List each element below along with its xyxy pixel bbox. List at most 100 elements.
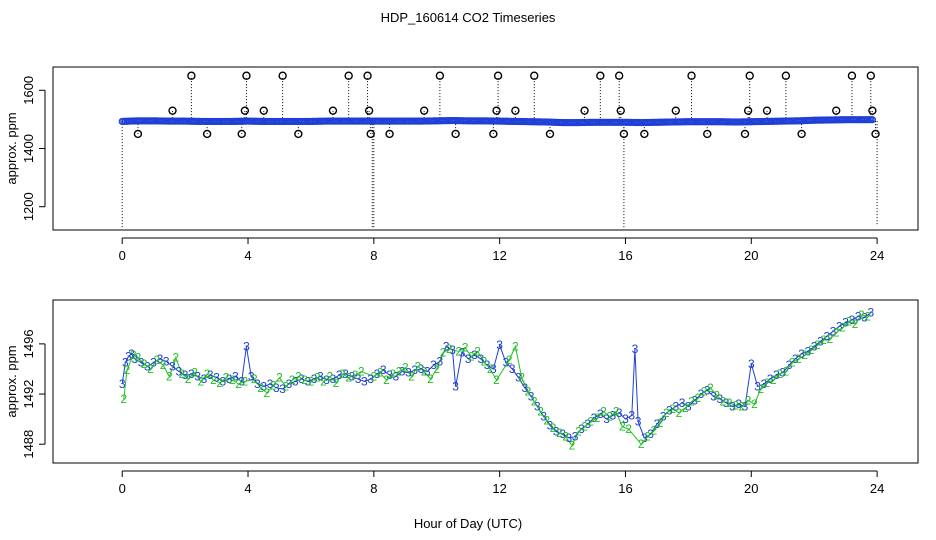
series-3-point: 3 xyxy=(490,362,497,376)
series-3-point: 3 xyxy=(144,359,151,373)
series-2-point: 2 xyxy=(320,375,327,389)
series-2-point: 2 xyxy=(852,317,859,331)
outlier-point xyxy=(781,71,791,80)
series-2-point: 2 xyxy=(669,402,676,416)
chart-title: HDP_160614 CO2 Timeseries xyxy=(381,10,556,25)
outlier-point xyxy=(240,106,250,115)
series-3-point: 3 xyxy=(672,400,679,414)
x-tick-label: 0 xyxy=(119,248,126,263)
series-3-point: 3 xyxy=(691,393,698,407)
series-2-point: 2 xyxy=(613,405,620,419)
outlier-point xyxy=(580,106,589,115)
x-tick-label: 24 xyxy=(870,481,884,496)
series-3-point: 3 xyxy=(194,369,201,383)
x-tick-label: 24 xyxy=(870,248,884,263)
series-3-point: 3 xyxy=(666,403,673,417)
series-3-point: 3 xyxy=(207,368,214,382)
series-3-point: 3 xyxy=(260,380,267,394)
series-3-point: 3 xyxy=(138,356,145,370)
series-3-point: 3 xyxy=(399,364,406,378)
series-2-point: 2 xyxy=(720,395,727,409)
outlier-point xyxy=(385,129,394,139)
series-3-point: 3 xyxy=(540,410,547,424)
series-2-point: 2 xyxy=(251,372,258,386)
series-2-point: 2 xyxy=(644,430,651,444)
series-3-point: 3 xyxy=(459,346,466,360)
y-tick-label: 1496 xyxy=(21,329,36,358)
outlier-point xyxy=(168,106,177,115)
series-2-point: 2 xyxy=(301,373,308,387)
series-2-point: 2 xyxy=(657,416,664,430)
series-2-point: 2 xyxy=(770,373,777,387)
series-3-point: 3 xyxy=(411,363,418,377)
series-3-point: 3 xyxy=(578,422,585,436)
series-2-point: 2 xyxy=(701,385,708,399)
outlier-point xyxy=(703,129,712,139)
x-tick-label: 4 xyxy=(244,248,251,263)
series-2-point: 2 xyxy=(370,369,377,383)
series-3-point: 3 xyxy=(748,357,755,371)
series-2-point: 2 xyxy=(694,391,701,405)
outlier-point xyxy=(202,129,212,139)
series-3-point: 3 xyxy=(811,339,818,353)
series-2-point: 2 xyxy=(383,373,390,387)
series-3-point: 3 xyxy=(267,377,274,391)
outlier-point xyxy=(242,71,251,80)
series-3-point: 3 xyxy=(226,372,233,386)
series-3-point: 3 xyxy=(150,356,157,370)
series-3-point: 3 xyxy=(742,400,749,414)
series-2-point: 2 xyxy=(864,309,871,323)
series-2-point: 2 xyxy=(625,422,632,436)
series-3-point: 3 xyxy=(628,408,635,422)
outlier-point xyxy=(187,71,196,80)
series-3-point: 3 xyxy=(559,427,566,441)
series-2-point: 2 xyxy=(257,381,264,395)
series-3-point: 3 xyxy=(330,372,337,386)
series-2-point: 2 xyxy=(408,369,415,383)
outlier-point xyxy=(743,106,753,115)
series-2-point: 2 xyxy=(229,373,236,387)
series-3-point: 3 xyxy=(393,369,400,383)
series-3-point: 3 xyxy=(232,369,239,383)
series-3-point: 3 xyxy=(547,418,554,432)
series-3-point: 3 xyxy=(509,362,516,376)
series-3-point: 3 xyxy=(716,392,723,406)
series-2-point: 2 xyxy=(795,352,802,366)
series-2-point: 2 xyxy=(556,426,563,440)
series-2-point: 2 xyxy=(124,363,131,377)
series-3-point: 3 xyxy=(201,372,208,386)
series-2-point: 2 xyxy=(130,348,137,362)
series-3-point: 3 xyxy=(336,368,343,382)
series-3-point: 3 xyxy=(496,338,503,352)
series-3-point: 3 xyxy=(534,400,541,414)
series-3-point: 3 xyxy=(849,313,856,327)
series-3-point: 3 xyxy=(437,354,444,368)
series-3-point: 3 xyxy=(430,358,437,372)
x-tick-label: 12 xyxy=(492,481,506,496)
x-axis-label: Hour of Day (UTC) xyxy=(414,516,522,531)
series-3-point: 3 xyxy=(465,352,472,366)
outlier-point xyxy=(868,106,877,115)
plot-frame xyxy=(52,66,919,231)
series-3-point: 3 xyxy=(220,375,227,389)
series-2-point: 2 xyxy=(726,396,733,410)
outlier-point xyxy=(530,71,539,80)
series-3-point: 3 xyxy=(798,347,805,361)
series-2-point: 2 xyxy=(676,406,683,420)
series-2-point: 2 xyxy=(606,410,613,424)
series-2-point: 2 xyxy=(197,375,204,389)
series-3-point: 3 xyxy=(836,319,843,333)
series-2-point: 2 xyxy=(289,373,296,387)
outlier-point xyxy=(687,71,696,80)
series-3-point: 3 xyxy=(342,367,349,381)
series-2-point: 2 xyxy=(223,371,230,385)
series-2-point: 2 xyxy=(764,376,771,390)
outlier-point xyxy=(762,106,772,115)
outlier-point xyxy=(797,129,806,139)
outlier-point xyxy=(366,129,375,139)
series-3-point: 3 xyxy=(304,375,311,389)
outlier-point xyxy=(278,71,287,80)
x-tick-label: 8 xyxy=(370,481,377,496)
outlier-point xyxy=(237,129,246,139)
series-2-point: 2 xyxy=(619,420,626,434)
